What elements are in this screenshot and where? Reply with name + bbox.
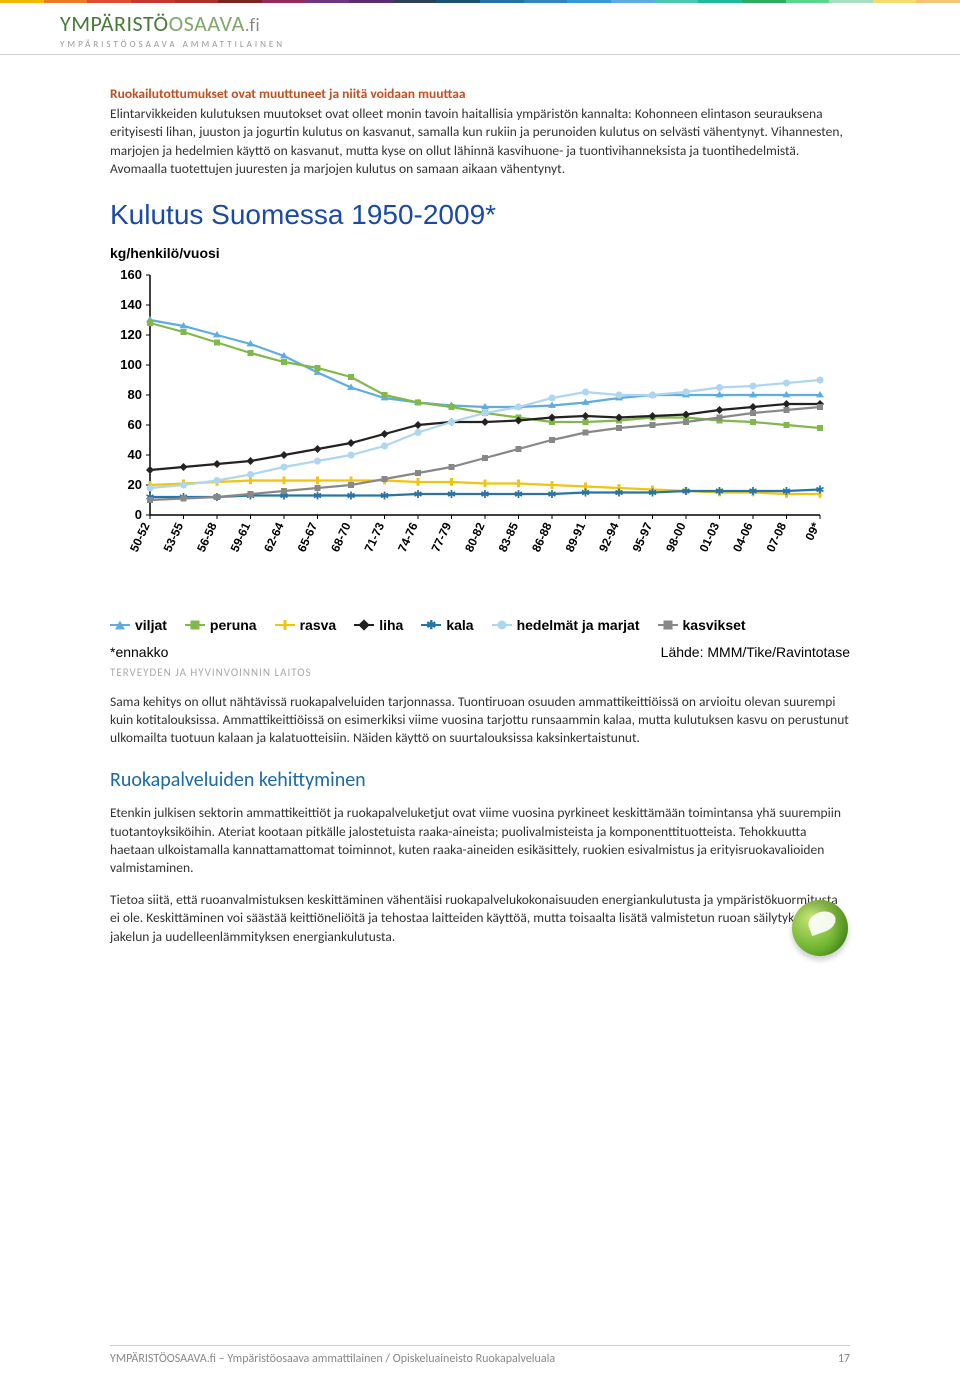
svg-text:07-08: 07-08 (764, 520, 790, 554)
legend-marker-icon (354, 618, 374, 632)
svg-text:56-58: 56-58 (194, 520, 220, 554)
svg-text:140: 140 (120, 297, 142, 312)
svg-text:89-91: 89-91 (563, 520, 589, 554)
svg-text:100: 100 (120, 357, 142, 372)
svg-text:40: 40 (128, 447, 142, 462)
svg-text:160: 160 (120, 269, 142, 282)
svg-text:✱: ✱ (748, 485, 757, 498)
legend-item-kala: kala (421, 616, 473, 635)
chart-legend: viljat peruna rasva liha kala hedelmät ja mar… (110, 616, 850, 635)
legend-item-liha: liha (354, 616, 403, 635)
svg-text:✱: ✱ (614, 486, 623, 499)
svg-text:60: 60 (128, 417, 142, 432)
globe-icon (792, 900, 848, 956)
chart-institution: TERVEYDEN JA HYVINVOINNIN LAITOS (110, 666, 850, 681)
chart-ylabel: kg/henkilö/vuosi (110, 244, 850, 263)
main-content: Ruokailutottumukset ovat muuttuneet ja n… (0, 55, 960, 980)
legend-item-hedelmat: hedelmät ja marjat (492, 616, 640, 635)
svg-text:✱: ✱ (447, 488, 456, 501)
line-chart: 0 20 40 60 80 100 120 140 160 50-52 53-55 56-58 59-6… (110, 269, 830, 589)
svg-text:✱: ✱ (514, 488, 523, 501)
svg-text:50-52: 50-52 (127, 520, 153, 554)
page-footer: YMPÄRISTÖOSAAVA.fi – Ympäristöosaava amm… (110, 1345, 850, 1366)
svg-text:59-61: 59-61 (228, 520, 254, 554)
legend-marker-icon (492, 618, 512, 632)
chart-container: Kulutus Suomessa 1950-2009* kg/henkilö/v… (110, 196, 850, 681)
svg-text:✱: ✱ (581, 486, 590, 499)
para1-title: Ruokailutottumukset ovat muuttuneet ja n… (110, 85, 850, 103)
logo: YMPÄRISTÖOSAAVA.fi (60, 10, 285, 37)
legend-label: hedelmät ja marjat (517, 616, 640, 635)
chart-footnote-right: Lähde: MMM/Tike/Ravintotase (661, 643, 850, 662)
footer-text: YMPÄRISTÖOSAAVA.fi – Ympäristöosaava amm… (110, 1352, 555, 1366)
page-header: YMPÄRISTÖOSAAVA.fi YMPÄRISTÖOSAAVA AMMAT… (0, 0, 960, 55)
svg-text:20: 20 (128, 477, 142, 492)
svg-text:53-55: 53-55 (161, 520, 187, 554)
legend-item-peruna: peruna (185, 616, 257, 635)
svg-text:0: 0 (135, 507, 142, 522)
legend-item-rasva: rasva (275, 616, 337, 635)
chart-title: Kulutus Suomessa 1950-2009* (110, 196, 850, 234)
logo-part-3: .fi (245, 14, 260, 36)
section-title: Ruokapalveluiden kehittyminen (110, 767, 850, 794)
legend-marker-icon (185, 618, 205, 632)
svg-text:65-67: 65-67 (295, 520, 321, 554)
svg-text:✱: ✱ (547, 488, 556, 501)
svg-text:95-97: 95-97 (630, 520, 656, 554)
legend-label: kasvikset (683, 616, 746, 635)
svg-text:✱: ✱ (413, 488, 422, 501)
svg-text:✱: ✱ (782, 485, 791, 498)
svg-text:✱: ✱ (313, 489, 322, 502)
para2: Sama kehitys on ollut nähtävissä ruokapa… (110, 693, 850, 748)
svg-text:80: 80 (128, 387, 142, 402)
svg-text:74-76: 74-76 (395, 520, 421, 554)
top-color-bar (0, 0, 960, 3)
svg-text:92-94: 92-94 (596, 520, 622, 554)
svg-text:✱: ✱ (815, 483, 824, 496)
tagline: YMPÄRISTÖOSAAVA AMMATTILAINEN (60, 39, 285, 50)
svg-text:✱: ✱ (715, 485, 724, 498)
svg-text:62-64: 62-64 (261, 520, 287, 554)
legend-marker-icon (421, 618, 441, 632)
svg-text:98-00: 98-00 (663, 520, 689, 554)
svg-text:83-85: 83-85 (496, 520, 522, 554)
para4: Tietoa siitä, että ruoanvalmistuksen kes… (110, 891, 850, 946)
svg-text:✱: ✱ (681, 485, 690, 498)
svg-text:09*: 09* (802, 520, 822, 543)
legend-label: rasva (300, 616, 337, 635)
svg-text:120: 120 (120, 327, 142, 342)
para3: Etenkin julkisen sektorin ammattikeittiö… (110, 804, 850, 877)
legend-label: viljat (135, 616, 167, 635)
legend-marker-icon (110, 618, 130, 632)
svg-text:68-70: 68-70 (328, 520, 354, 554)
legend-label: liha (379, 616, 403, 635)
svg-text:04-06: 04-06 (730, 520, 756, 554)
svg-text:71-73: 71-73 (362, 520, 388, 554)
svg-text:✱: ✱ (480, 488, 489, 501)
svg-text:77-79: 77-79 (429, 520, 455, 554)
footer-page: 17 (838, 1352, 850, 1366)
svg-text:80-82: 80-82 (462, 520, 488, 554)
legend-label: kala (446, 616, 473, 635)
logo-part-1: YMPÄRISTÖ (60, 10, 169, 37)
legend-marker-icon (658, 618, 678, 632)
svg-text:✱: ✱ (648, 486, 657, 499)
legend-label: peruna (210, 616, 257, 635)
svg-text:✱: ✱ (380, 489, 389, 502)
svg-text:86-88: 86-88 (529, 520, 555, 554)
legend-marker-icon (275, 618, 295, 632)
logo-part-2: OSAAVA (169, 10, 245, 37)
svg-text:✱: ✱ (346, 489, 355, 502)
svg-text:01-03: 01-03 (697, 520, 723, 554)
para1: Elintarvikkeiden kulutuksen muutokset ov… (110, 105, 850, 178)
chart-footnote-left: *ennakko (110, 643, 168, 662)
legend-item-viljat: viljat (110, 616, 167, 635)
legend-item-kasvikset: kasvikset (658, 616, 746, 635)
chart-footnote-row: *ennakko Lähde: MMM/Tike/Ravintotase (110, 643, 850, 662)
